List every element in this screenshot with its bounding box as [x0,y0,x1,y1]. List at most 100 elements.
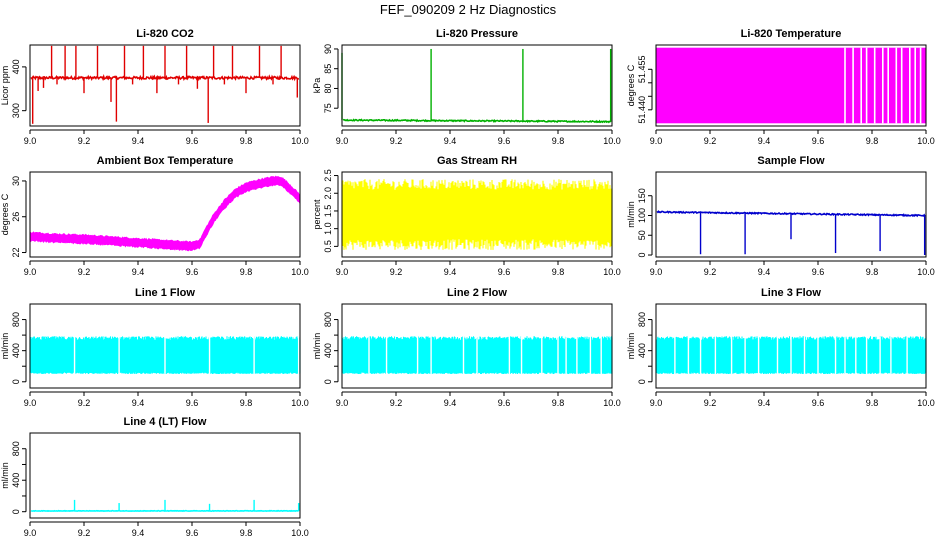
x-tick-label: 9.2 [78,267,91,277]
y-axis-label: ml/min [626,333,636,360]
x-tick-label: 9.4 [444,267,457,277]
panel-2: Li-820 Pressure 9.0 9.2 9.4 9.6 9.8 10.0 75 80 85… [312,28,621,146]
y-tick-label: 26 [11,212,21,222]
x-tick-label: 10.0 [291,398,309,408]
x-tick-label: 9.6 [186,528,199,538]
plot-area [341,48,612,124]
panel-7: Line 1 Flow 9.0 9.2 9.4 9.6 9.8 10.0 0 400 800ml/… [0,287,309,408]
x-tick-label: 9.8 [240,398,253,408]
x-tick-label: 9.2 [78,398,91,408]
y-tick-label: 75 [323,103,333,113]
y-tick-label: 30 [11,176,21,186]
y-tick-label: 22 [11,248,21,258]
y-axis: 300 400 [11,59,27,118]
x-tick-label: 9.0 [24,528,37,538]
y-axis: 0.5 1.0 1.5 2.0 2.5 [323,169,339,253]
panel-9: Line 3 Flow 9.0 9.2 9.4 9.6 9.8 10.0 0 400 800ml/… [626,287,935,408]
y-tick-label: 100 [637,208,647,223]
y-tick-label: 0 [11,379,21,384]
x-tick-label: 10.0 [291,267,309,277]
x-tick-label: 9.6 [812,267,825,277]
x-tick-label: 10.0 [603,267,621,277]
x-tick-label: 9.4 [132,528,145,538]
panel-5: Gas Stream RH 9.0 9.2 9.4 9.6 9.8 10.0 0.5 1.0 1.… [312,155,621,277]
figure-title: FEF_090209 2 Hz Diagnostics [379,2,557,17]
x-tick-label: 9.2 [704,398,717,408]
y-tick-label: 2.0 [323,187,333,200]
x-tick-label: 9.4 [758,398,771,408]
y-tick-label: 800 [637,312,647,327]
panel-title: Line 3 Flow [761,287,821,299]
x-tick-label: 9.6 [812,398,825,408]
series-line [342,118,612,124]
x-tick-label: 9.2 [390,267,403,277]
x-tick-label: 9.8 [866,267,879,277]
x-tick-label: 9.4 [444,136,457,146]
panel-8: Line 2 Flow 9.0 9.2 9.4 9.6 9.8 10.0 0 400 800ml/… [312,287,621,408]
series-line [30,74,300,82]
panel-title: Line 1 Flow [135,287,195,299]
plot-area [656,47,926,124]
plot-frame [29,432,301,519]
y-axis: 22 26 30 [11,176,27,258]
y-axis: 0 400 800 [11,312,27,384]
x-tick-label: 9.8 [552,267,565,277]
plot-frame [655,171,927,258]
x-axis: 9.0 9.2 9.4 9.6 9.8 10.0 [336,391,621,408]
plot-area [655,336,927,374]
x-axis: 9.0 9.2 9.4 9.6 9.8 10.0 [24,391,309,408]
x-tick-label: 10.0 [603,398,621,408]
panel-title: Gas Stream RH [437,155,517,167]
y-tick-label: 50 [637,230,647,240]
y-axis: 0 400 800 [11,441,27,514]
y-tick-label: 90 [323,44,333,54]
x-tick-label: 9.4 [132,398,145,408]
x-tick-label: 10.0 [291,528,309,538]
y-tick-label: 800 [11,441,21,456]
y-axis: 75 80 85 90 [323,44,339,113]
y-tick-label: 400 [11,59,21,74]
y-tick-label: 400 [323,343,333,358]
y-tick-label: 1.5 [323,205,333,218]
x-tick-label: 9.0 [336,136,349,146]
x-tick-label: 9.6 [812,136,825,146]
x-tick-label: 9.0 [24,267,37,277]
y-axis-label: kPa [312,78,322,94]
x-tick-label: 9.4 [758,267,771,277]
x-tick-label: 9.2 [390,398,403,408]
x-tick-label: 10.0 [917,267,935,277]
plot-area [341,179,613,250]
y-tick-label: 150 [637,188,647,203]
panel-6: Sample Flow 9.0 9.2 9.4 9.6 9.8 10.0 0 50 100 150m… [626,155,935,277]
y-tick-label: 2.5 [323,169,333,182]
x-tick-label: 9.8 [240,136,253,146]
y-axis-label: percent [312,199,322,230]
x-tick-label: 9.4 [132,136,145,146]
x-tick-label: 9.8 [240,267,253,277]
plot-area [656,210,926,256]
y-tick-label: 1.0 [323,222,333,235]
plot-frame [341,303,613,389]
x-tick-label: 9.6 [186,136,199,146]
y-axis: 51.440 51.455 [637,56,653,124]
x-axis: 9.0 9.2 9.4 9.6 9.8 10.0 [24,260,309,277]
plot-area [29,336,301,374]
y-axis-label: ml/min [312,333,322,360]
x-tick-label: 10.0 [917,136,935,146]
x-tick-label: 10.0 [291,136,309,146]
x-tick-label: 9.4 [444,398,457,408]
x-tick-label: 9.4 [758,136,771,146]
y-tick-label: 400 [637,343,647,358]
plot-area [30,45,300,124]
x-tick-label: 9.2 [78,136,91,146]
x-axis: 9.0 9.2 9.4 9.6 9.8 10.0 [650,129,935,146]
x-tick-label: 9.0 [24,136,37,146]
x-tick-label: 9.6 [498,267,511,277]
x-tick-label: 9.0 [336,398,349,408]
x-tick-label: 9.2 [704,267,717,277]
x-tick-label: 9.6 [498,136,511,146]
plot-frame [29,44,301,127]
x-tick-label: 9.0 [650,267,663,277]
y-axis-label: ml/min [0,333,10,360]
plot-frame [341,171,613,258]
